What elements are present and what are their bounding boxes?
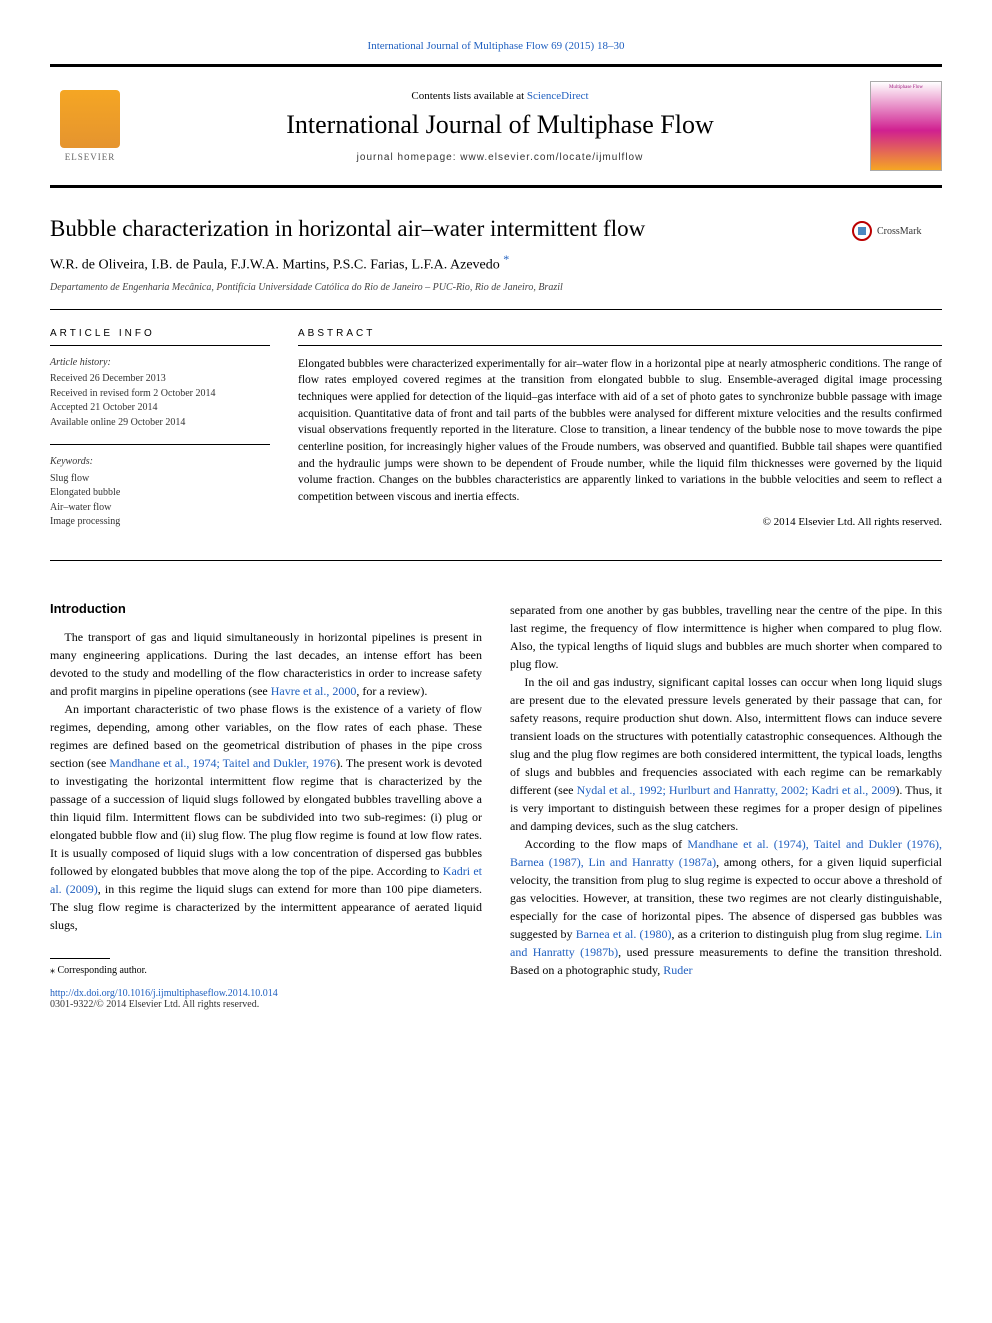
footnote-separator xyxy=(50,958,110,959)
homepage-url[interactable]: www.elsevier.com/locate/ijmulflow xyxy=(460,152,643,163)
corresponding-mark: * xyxy=(503,252,509,266)
citation-link[interactable]: Ruder xyxy=(663,963,692,977)
body-paragraph: separated from one another by gas bubble… xyxy=(510,601,942,673)
citation-link[interactable]: Havre et al., 2000 xyxy=(271,684,357,698)
body-paragraph: According to the flow maps of Mandhane e… xyxy=(510,835,942,979)
elsevier-logo[interactable]: ELSEVIER xyxy=(50,84,130,169)
right-column: separated from one another by gas bubble… xyxy=(510,601,942,1010)
citation-link[interactable]: Barnea et al. (1980) xyxy=(576,927,672,941)
rights-line: 0301-9322/© 2014 Elsevier Ltd. All right… xyxy=(50,999,482,1010)
keywords-block: Keywords: Slug flow Elongated bubble Air… xyxy=(50,455,270,530)
doi-link[interactable]: http://dx.doi.org/10.1016/j.ijmultiphase… xyxy=(50,988,278,999)
sciencedirect-link[interactable]: ScienceDirect xyxy=(527,90,589,102)
article-history: Article history: Received 26 December 20… xyxy=(50,356,270,431)
citation-link[interactable]: International Journal of Multiphase Flow… xyxy=(368,40,625,52)
doi-line: http://dx.doi.org/10.1016/j.ijmultiphase… xyxy=(50,988,482,999)
article-info-heading: ARTICLE INFO xyxy=(50,328,270,346)
section-divider-2 xyxy=(50,560,942,561)
publisher-label: ELSEVIER xyxy=(65,152,116,162)
intro-heading: Introduction xyxy=(50,601,482,616)
body-paragraph: An important characteristic of two phase… xyxy=(50,700,482,934)
left-column: Introduction The transport of gas and li… xyxy=(50,601,482,1010)
citation-header: International Journal of Multiphase Flow… xyxy=(50,40,942,52)
journal-title: International Journal of Multiphase Flow xyxy=(148,110,852,140)
affiliation: Departamento de Engenharia Mecânica, Pon… xyxy=(50,282,942,293)
corresponding-footnote: ⁎ Corresponding author. xyxy=(50,965,482,976)
citation-link[interactable]: Mandhane et al., 1974; Taitel and Dukler… xyxy=(109,756,336,770)
abstract-text: Elongated bubbles were characterized exp… xyxy=(298,356,942,506)
contents-available-line: Contents lists available at ScienceDirec… xyxy=(148,90,852,102)
homepage-line: journal homepage: www.elsevier.com/locat… xyxy=(148,152,852,163)
crossmark-badge[interactable]: CrossMark xyxy=(852,220,942,242)
elsevier-tree-icon xyxy=(60,90,120,148)
body-two-column: Introduction The transport of gas and li… xyxy=(50,601,942,1010)
authors-line: W.R. de Oliveira, I.B. de Paula, F.J.W.A… xyxy=(50,252,942,274)
paper-title: Bubble characterization in horizontal ai… xyxy=(50,216,942,242)
journal-cover-thumbnail[interactable]: Multiphase Flow xyxy=(870,81,942,171)
body-paragraph: In the oil and gas industry, significant… xyxy=(510,673,942,835)
cover-thumb-label: Multiphase Flow xyxy=(874,85,938,90)
citation-link[interactable]: Nydal et al., 1992; Hurlburt and Hanratt… xyxy=(577,783,896,797)
crossmark-icon xyxy=(852,221,872,241)
info-divider xyxy=(50,444,270,445)
abstract-copyright: © 2014 Elsevier Ltd. All rights reserved… xyxy=(298,516,942,528)
journal-header: ELSEVIER Contents lists available at Sci… xyxy=(50,64,942,188)
body-paragraph: The transport of gas and liquid simultan… xyxy=(50,628,482,700)
abstract-heading: ABSTRACT xyxy=(298,328,942,346)
